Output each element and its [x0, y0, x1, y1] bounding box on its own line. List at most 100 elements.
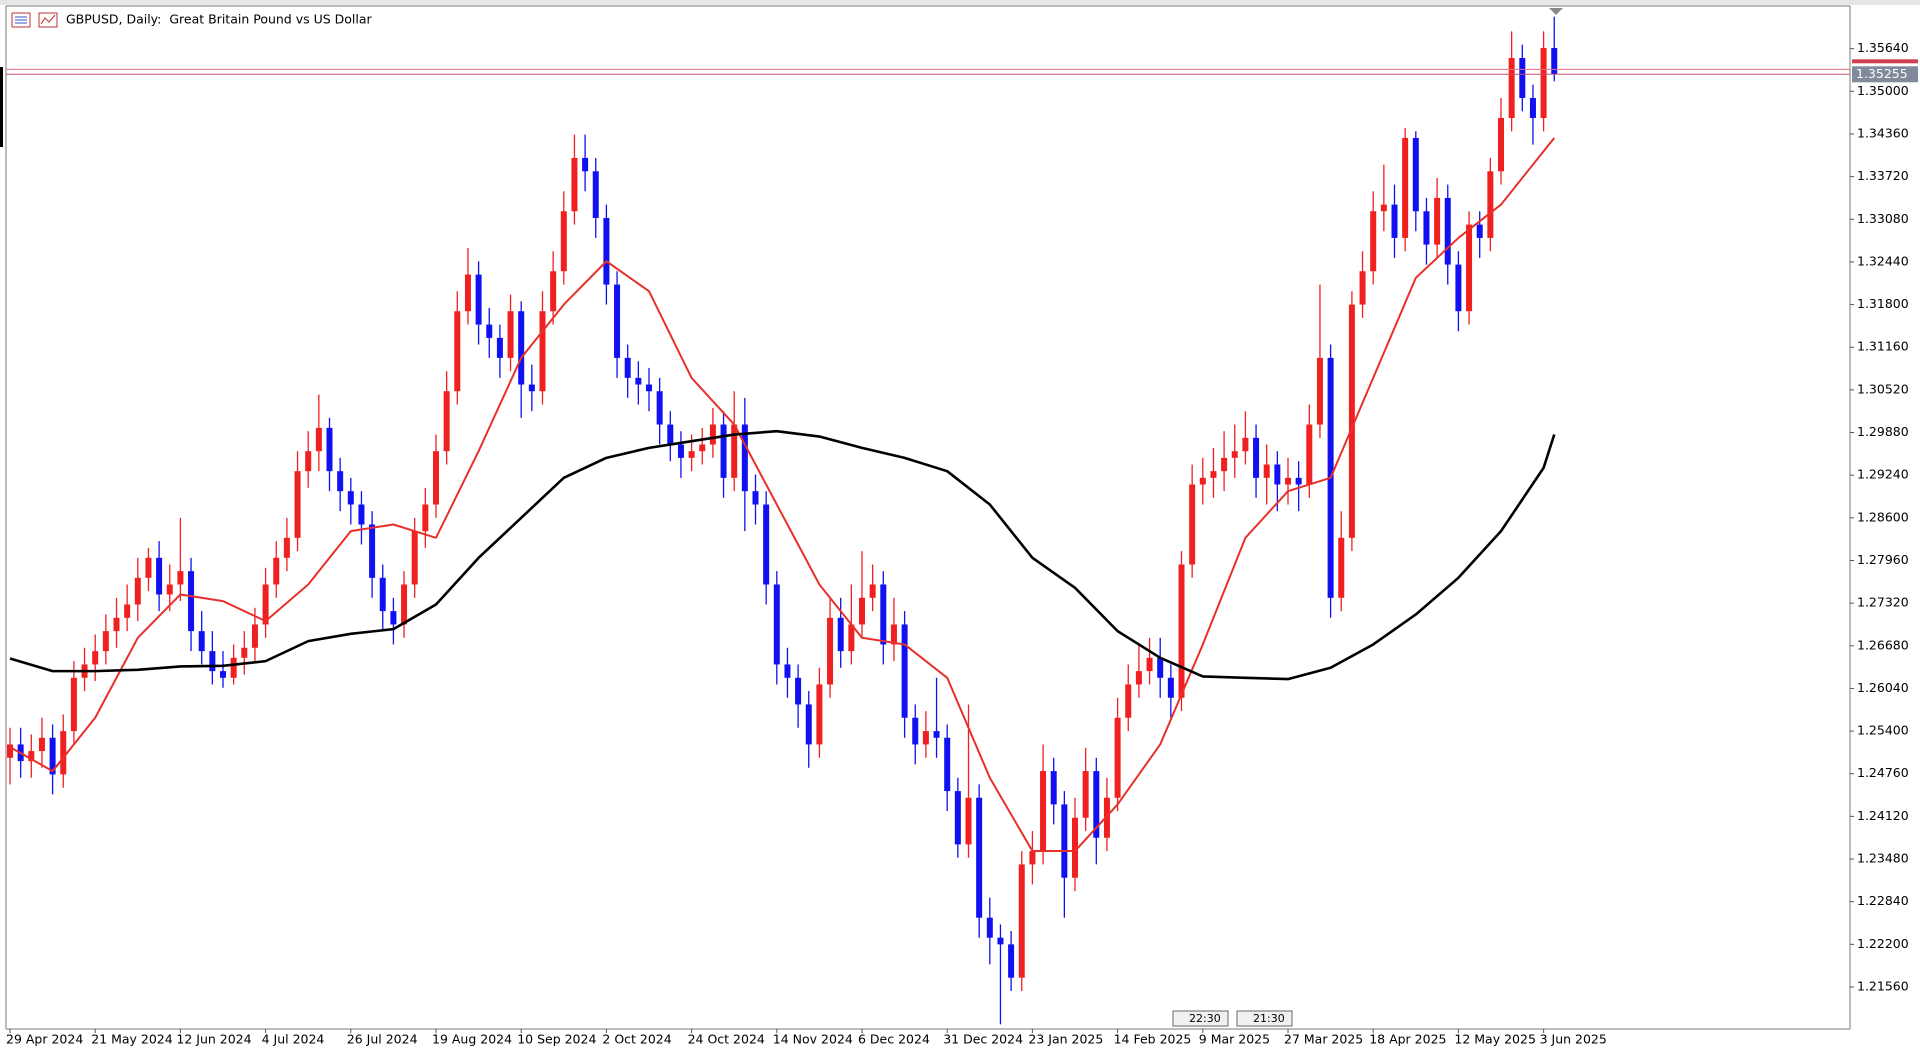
candle-body	[305, 451, 312, 472]
candle-body	[1114, 717, 1121, 798]
shift-marker	[1549, 8, 1563, 15]
candle-body	[614, 284, 621, 358]
candle-body	[1072, 817, 1078, 878]
x-tick-label: 10 Sep 2024	[517, 1032, 596, 1047]
edge-marker	[0, 67, 3, 147]
y-tick-label: 1.33720	[1857, 168, 1909, 183]
x-tick-label: 6 Dec 2024	[858, 1032, 930, 1047]
x-tick-label: 23 Jan 2025	[1028, 1032, 1103, 1047]
candle-body	[571, 157, 578, 212]
y-tick-label: 1.28600	[1857, 509, 1909, 524]
candle-body	[7, 744, 13, 758]
candle-body	[241, 647, 248, 658]
candle-body	[102, 631, 109, 652]
candle-body	[92, 651, 99, 665]
candle-body	[1082, 771, 1089, 818]
y-tick-label: 1.22840	[1857, 893, 1909, 908]
candle-body	[869, 584, 876, 598]
y-tick-label: 1.27960	[1857, 552, 1909, 567]
candle-body	[1263, 464, 1270, 478]
candle-body	[1423, 211, 1430, 245]
candle-body	[251, 624, 258, 648]
candle-body	[1466, 224, 1473, 312]
candle-body	[1178, 564, 1185, 698]
candle-body	[624, 357, 631, 378]
y-tick-label: 1.26680	[1857, 637, 1909, 652]
candle-body	[1402, 137, 1409, 238]
candle-body	[262, 584, 269, 625]
candle-body	[347, 491, 354, 505]
candle-body	[1370, 211, 1377, 272]
y-tick-label: 1.31160	[1857, 339, 1909, 354]
x-tick-label: 24 Oct 2024	[688, 1032, 765, 1047]
candle-body	[890, 624, 897, 645]
y-tick-label: 1.30520	[1857, 381, 1909, 396]
y-tick-label: 1.24120	[1857, 808, 1909, 823]
candle-body	[741, 424, 748, 492]
y-tick-label: 1.26040	[1857, 680, 1909, 695]
x-tick-label: 12 Jun 2024	[176, 1032, 251, 1047]
candle-body	[1348, 304, 1355, 538]
candle-body	[1253, 437, 1260, 478]
candle-body	[390, 611, 397, 625]
candle-body	[1508, 57, 1515, 118]
candle-body	[1295, 477, 1302, 485]
candle-body	[1391, 204, 1398, 238]
icon-glyph	[40, 14, 56, 25]
candle-body	[1157, 657, 1164, 678]
candle-body	[401, 584, 408, 625]
candle-body	[1167, 677, 1174, 698]
y-tick-label: 1.23480	[1857, 851, 1909, 866]
candle-body	[464, 274, 471, 312]
candle-body	[1125, 684, 1132, 718]
candle-body	[1338, 537, 1345, 598]
candle-body	[1146, 657, 1153, 672]
candle-body	[475, 274, 482, 325]
candle-body	[1093, 771, 1100, 838]
candle-body	[145, 557, 152, 578]
candle-body	[315, 427, 322, 452]
candle-body	[933, 731, 940, 738]
candle-body	[1210, 471, 1217, 478]
x-tick-label: 2 Oct 2024	[602, 1032, 671, 1047]
candle-body	[411, 531, 418, 585]
candle-body	[1444, 197, 1451, 265]
candle-body	[795, 677, 802, 705]
candle-body	[177, 571, 184, 585]
candle-body	[805, 704, 812, 745]
candle-body	[560, 211, 567, 272]
candle-body	[294, 471, 301, 538]
candle-body	[667, 424, 674, 445]
candle-body	[699, 444, 706, 452]
x-tick-label: 9 Mar 2025	[1199, 1032, 1270, 1047]
candle-body	[1221, 457, 1228, 472]
x-tick-label: 3 Jun 2025	[1540, 1032, 1607, 1047]
candle-body	[518, 311, 525, 385]
y-tick-label: 1.35000	[1857, 83, 1909, 98]
candle-body	[1434, 197, 1441, 245]
candle-body	[1529, 97, 1536, 118]
candle-body	[1498, 117, 1504, 172]
candle-body	[752, 491, 759, 505]
moving-average-line	[9, 429, 1556, 681]
candle-body	[1519, 57, 1526, 98]
candle-body	[283, 537, 290, 558]
x-tick-label: 12 May 2025	[1454, 1032, 1536, 1047]
candle-body	[922, 731, 929, 745]
y-tick-label: 1.31800	[1857, 296, 1909, 311]
candle-body	[1274, 464, 1281, 485]
y-tick-label: 1.29880	[1857, 424, 1909, 439]
x-tick-label: 31 Dec 2024	[943, 1032, 1023, 1047]
y-tick-label: 1.29240	[1857, 467, 1909, 482]
candle-body	[507, 311, 514, 358]
candle-body	[422, 504, 429, 532]
y-tick-label: 1.33080	[1857, 211, 1909, 226]
icon[interactable]	[38, 12, 58, 28]
candle-body	[901, 624, 908, 718]
candle-body	[582, 157, 589, 172]
candle-body	[773, 584, 780, 665]
candle-body	[1455, 264, 1462, 312]
candle-body	[1412, 137, 1419, 212]
candle-body	[198, 631, 205, 652]
candle-body	[454, 311, 461, 392]
